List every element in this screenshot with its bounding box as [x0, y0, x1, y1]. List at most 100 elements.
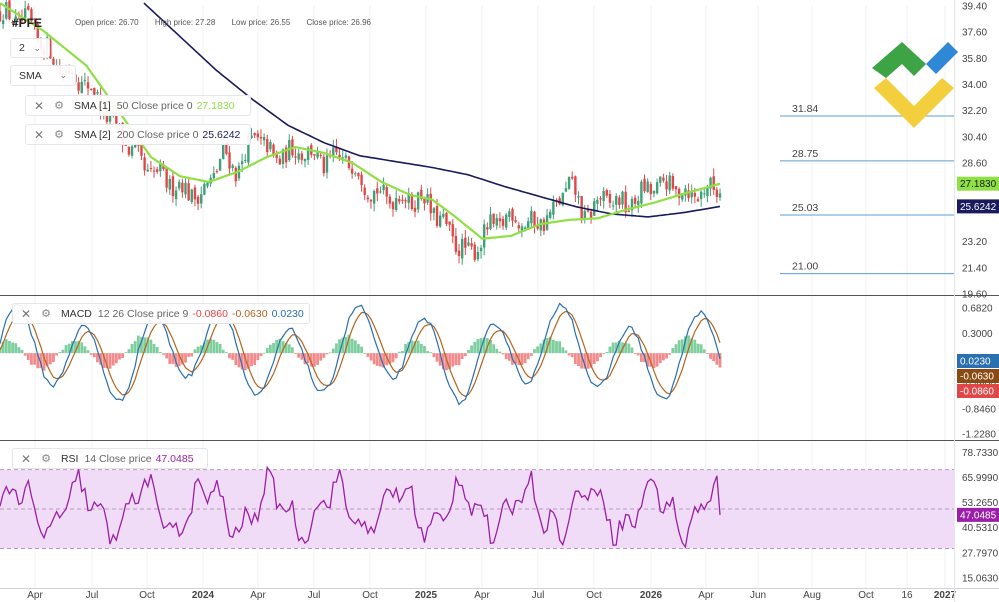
macd-histogram-bar [268, 344, 272, 354]
symbol-label: #PFE [12, 16, 43, 30]
candle-body [709, 177, 712, 189]
candle-body [398, 199, 401, 202]
macd-histogram-bar [404, 343, 407, 354]
price-tick-label: 34.00 [962, 80, 987, 91]
candle-body [332, 147, 335, 156]
candle-body [401, 199, 404, 201]
close-icon[interactable]: ✕ [21, 306, 32, 321]
macd-histogram-bar [202, 342, 206, 354]
gear-icon[interactable]: ⚙ [41, 453, 51, 465]
candle-body [643, 178, 646, 192]
sma50-last-value-tag [957, 176, 999, 191]
time-tick-label: Apr [474, 590, 490, 601]
macd-histogram-bar [429, 352, 433, 354]
macd-histogram-bar [668, 353, 672, 355]
indicator-select[interactable]: SMA ⌄ [10, 65, 76, 86]
candle-body [640, 181, 643, 204]
macd-value-tag [957, 369, 999, 383]
candle-body [514, 220, 517, 223]
time-tick-label: Oct [362, 590, 378, 601]
candle-body [184, 182, 187, 195]
macd-histogram-bar [70, 341, 74, 354]
macd-histogram-bar [36, 353, 40, 369]
candle-body [231, 165, 234, 169]
candle-body [350, 168, 354, 174]
macd-histogram-bar [391, 353, 395, 363]
sma2-name: SMA [2] [73, 128, 111, 141]
candle-body [457, 250, 461, 256]
macd-histogram-bar [366, 353, 370, 357]
candle-body [505, 214, 508, 228]
macd-histogram-bar [278, 338, 282, 354]
candle-body [536, 224, 539, 229]
candle-body [470, 243, 473, 247]
rsi-value-tag-label: 47.0485 [960, 510, 997, 521]
candle-body [159, 163, 162, 172]
macd-histogram-bar [630, 347, 634, 354]
time-tick-label: Oct [586, 590, 602, 601]
close-icon[interactable]: ✕ [34, 127, 45, 142]
macd-histogram-bar [309, 353, 313, 367]
period-stepper[interactable]: 2 ⌄ [10, 38, 50, 58]
candle-body [495, 218, 498, 226]
chevron-down-icon[interactable]: ⌄ [33, 42, 41, 53]
macd-histogram-bar [602, 353, 606, 354]
candle-body [341, 157, 344, 159]
candle-body [407, 192, 410, 204]
sma1-name: SMA [1] [73, 99, 111, 112]
macd-line [0, 302, 721, 406]
macd-histogram-bar [347, 334, 351, 354]
candle-body [215, 171, 219, 173]
candle-body [508, 211, 511, 218]
candle-body [558, 198, 561, 205]
candle-body [196, 196, 200, 204]
candle-body [448, 221, 451, 225]
macd-histogram-bar [165, 353, 169, 359]
time-tick-label: Jun [750, 590, 766, 601]
macd-histogram-bar [523, 353, 527, 364]
macd-histogram-bar [693, 339, 697, 354]
macd-histogram-bar [639, 353, 643, 362]
candle-body [479, 247, 483, 252]
candle-body [410, 194, 414, 210]
macd-histogram-bar [300, 353, 304, 360]
macd-histogram-bar [567, 353, 571, 356]
candle-body [627, 210, 631, 213]
gear-icon[interactable]: ⚙ [41, 308, 51, 320]
candle-body [567, 176, 571, 189]
macd-histogram-bar [190, 353, 194, 357]
close-icon[interactable]: ✕ [34, 98, 45, 113]
candle-body [385, 186, 388, 197]
gear-icon[interactable]: ⚙ [54, 129, 64, 141]
price-tick-label: 28.60 [962, 159, 987, 170]
macd-histogram-bar [655, 353, 659, 367]
candle-body [212, 172, 215, 179]
gear-icon[interactable]: ⚙ [54, 100, 64, 112]
macd-histogram-bar [48, 353, 52, 365]
candle-body [530, 210, 533, 224]
candle-body [272, 144, 275, 155]
close-icon[interactable]: ✕ [21, 451, 32, 466]
candle-body [712, 176, 715, 191]
macd-histogram-bar [595, 353, 599, 362]
price-tick-label: 39.40 [962, 2, 987, 13]
rsi-tick-label: 78.7330 [962, 448, 999, 459]
macd-histogram-bar [297, 353, 301, 358]
candle-body [605, 190, 609, 196]
macd-histogram-bar [127, 349, 131, 354]
time-tick-label: 16 [901, 590, 913, 601]
chevron-down-icon[interactable]: ⌄ [59, 70, 67, 80]
macd-histogram-bar [4, 339, 8, 354]
price-level-label: 21.00 [792, 261, 818, 273]
candle-body [542, 219, 546, 232]
macd-histogram-bar [30, 353, 33, 365]
macd-tick-label: -0.8460 [962, 405, 996, 416]
candle-body [284, 147, 288, 163]
macd-histogram-bar [187, 353, 191, 357]
candle-body [684, 188, 687, 196]
macd-histogram-bar [193, 349, 197, 354]
macd-histogram-bar [246, 353, 250, 369]
macd-histogram-bar [539, 343, 543, 354]
macd-histogram-bar [432, 353, 436, 358]
